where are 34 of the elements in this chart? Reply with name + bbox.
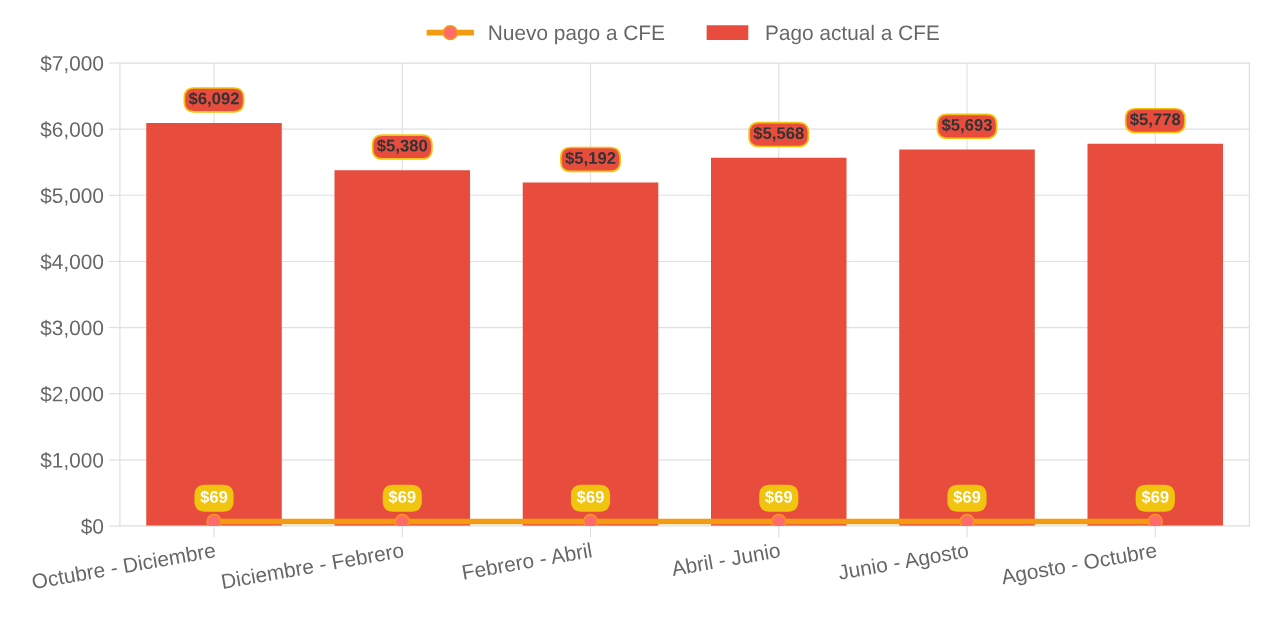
bar bbox=[334, 170, 471, 527]
y-tick-label: $1,000 bbox=[40, 452, 104, 471]
legend-label: Pago actual a CFE bbox=[766, 24, 939, 45]
y-tick-label: $6,000 bbox=[40, 121, 104, 140]
data-label: $69 bbox=[953, 490, 981, 504]
data-label: $69 bbox=[388, 490, 416, 504]
legend-label: Nuevo pago a CFE bbox=[489, 25, 665, 45]
y-tick-label: $5,000 bbox=[40, 187, 104, 206]
x-tick-label: Junio - Agosto bbox=[837, 542, 970, 585]
data-label: $69 bbox=[576, 490, 604, 504]
x-tick-label: Febrero - Abril bbox=[462, 542, 592, 580]
y-tick-label: $2,000 bbox=[40, 385, 104, 404]
data-label: $5,380 bbox=[377, 138, 428, 154]
y-tick-label: $4,000 bbox=[40, 253, 104, 272]
data-label: $5,192 bbox=[565, 151, 616, 167]
x-tick-label: Abril - Junio bbox=[670, 542, 781, 577]
data-label: $69 bbox=[1141, 490, 1169, 504]
data-label: $69 bbox=[200, 490, 228, 504]
bar bbox=[710, 157, 847, 527]
data-label: $69 bbox=[765, 490, 793, 504]
data-label: $5,568 bbox=[753, 126, 804, 142]
data-label: $5,693 bbox=[941, 118, 992, 134]
bar bbox=[146, 123, 282, 527]
data-label: $6,092 bbox=[188, 91, 239, 107]
x-tick-label: Diciembre - Febrero bbox=[221, 542, 405, 589]
bar bbox=[1087, 143, 1224, 527]
y-tick-label: $0 bbox=[80, 518, 104, 536]
bar bbox=[522, 182, 659, 527]
bar bbox=[899, 149, 1035, 527]
data-label: $5,778 bbox=[1129, 112, 1181, 128]
x-tick-label: Agosto - Octubre bbox=[1000, 542, 1158, 589]
y-tick-label: $3,000 bbox=[40, 319, 104, 338]
x-tick-label: Octubre - Diciembre bbox=[31, 542, 216, 590]
y-tick-label: $7,000 bbox=[40, 55, 104, 74]
